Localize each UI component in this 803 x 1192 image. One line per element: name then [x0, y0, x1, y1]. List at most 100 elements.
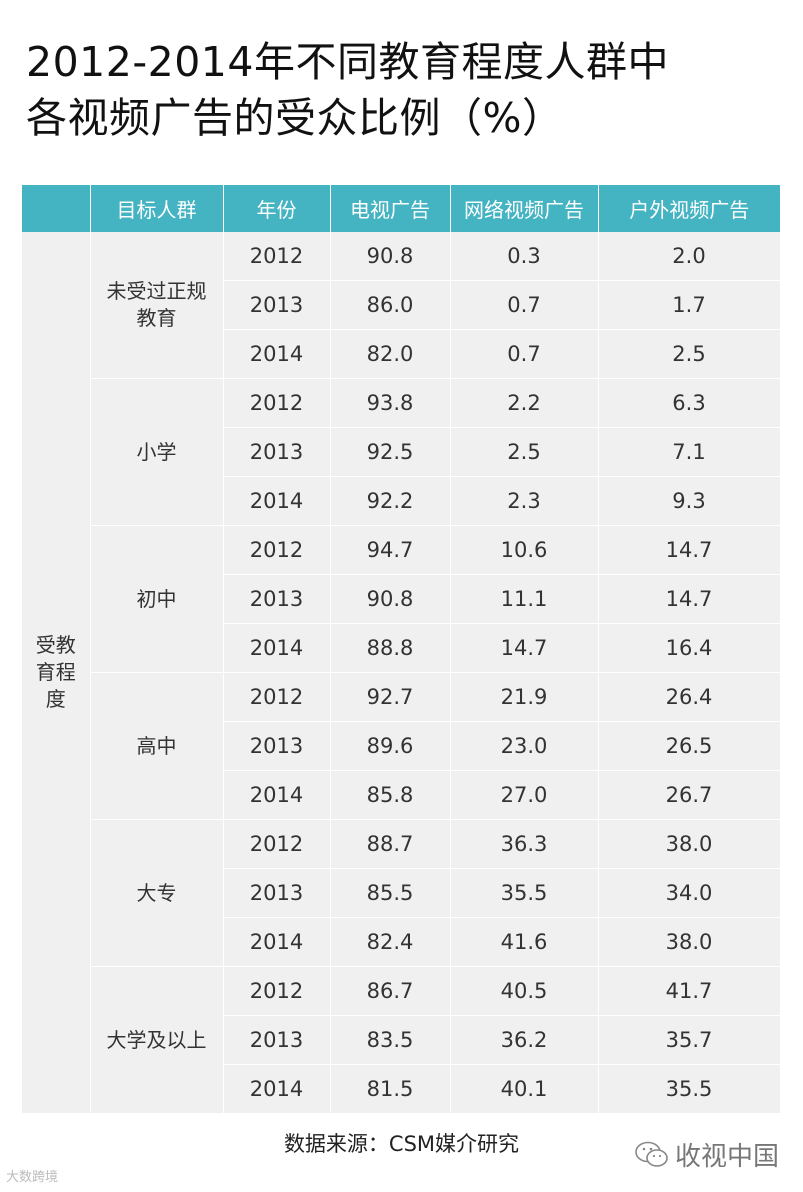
tv-ad-cell: 85.8: [330, 770, 451, 820]
outdoor-video-ad-cell: 26.4: [598, 672, 781, 722]
column-header: 户外视频广告: [598, 185, 780, 232]
column-header: 网络视频广告: [450, 185, 599, 232]
year-cell: 2012: [223, 819, 331, 869]
online-video-ad-cell: 2.5: [450, 427, 599, 477]
group-label: 大专: [136, 880, 177, 905]
table-row: 2013 83.5 36.2 35.7: [22, 1015, 781, 1065]
year-cell: 2013: [223, 574, 331, 624]
dimension-cell: 受教育程度: [22, 232, 91, 1114]
tv-ad-cell: 88.7: [330, 819, 451, 869]
group-cell: 小学: [90, 378, 224, 526]
table-row: 小学 2012 93.8 2.2 6.3: [22, 378, 781, 526]
online-video-ad-cell: 40.1: [450, 1064, 599, 1114]
online-video-ad-cell: 36.3: [450, 819, 599, 869]
group-label: 初中: [136, 586, 177, 611]
watermark-right-label: 收视中国: [674, 1142, 779, 1172]
online-video-ad-cell: 0.7: [450, 280, 599, 330]
table-row: 2014 82.0 0.7 2.5: [22, 329, 781, 379]
outdoor-video-ad-cell: 14.7: [598, 574, 781, 624]
table-row: 2013 89.6 23.0 26.5: [22, 721, 781, 771]
outdoor-video-ad-cell: 7.1: [598, 427, 781, 477]
year-cell: 2012: [223, 672, 331, 722]
column-header: [22, 185, 91, 232]
column-header: 电视广告: [330, 185, 451, 232]
tv-ad-cell: 86.0: [330, 280, 451, 330]
tv-ad-cell: 86.7: [330, 966, 451, 1016]
wechat-icon: [635, 1141, 668, 1167]
year-cell: 2012: [223, 525, 331, 575]
tv-ad-cell: 92.7: [330, 672, 451, 722]
title-line-1: 2012-2014年不同教育程度人群中: [26, 38, 669, 86]
table-header-row: 目标人群 年份 电视广告 网络视频广告 户外视频广告: [22, 185, 780, 232]
outdoor-video-ad-cell: 1.7: [598, 280, 781, 330]
table-row: 大专 2012 88.7 36.3 38.0: [22, 819, 781, 967]
data-table: 目标人群 年份 电视广告 网络视频广告 户外视频广告 受教育程度 未受过正规教育 2012 9…: [22, 185, 781, 1114]
title-line-2: 各视频广告的受众比例（%）: [26, 94, 564, 142]
year-cell: 2014: [223, 623, 331, 673]
table-row: 2014 88.8 14.7 16.4: [22, 623, 781, 673]
outdoor-video-ad-cell: 16.4: [598, 623, 781, 673]
group-cell: 初中: [90, 525, 224, 673]
group-cell: 大专: [90, 819, 224, 967]
group-cell: 大学及以上: [90, 966, 224, 1114]
year-cell: 2013: [223, 1015, 331, 1065]
watermark-left: 大数跨境: [6, 1166, 58, 1185]
online-video-ad-cell: 36.2: [450, 1015, 599, 1065]
table-body: 受教育程度 未受过正规教育 2012 90.8 0.3 2.0 2013 86.0 0.7 1.7…: [22, 232, 781, 1114]
outdoor-video-ad-cell: 35.5: [598, 1064, 781, 1114]
outdoor-video-ad-cell: 26.7: [598, 770, 781, 820]
table-row: 2013 90.8 11.1 14.7: [22, 574, 781, 624]
table-row: 2014 82.4 41.6 38.0: [22, 917, 781, 967]
year-cell: 2012: [223, 966, 331, 1016]
year-cell: 2012: [223, 232, 331, 281]
table-row: 2013 92.5 2.5 7.1: [22, 427, 781, 477]
outdoor-video-ad-cell: 41.7: [598, 966, 781, 1016]
online-video-ad-cell: 21.9: [450, 672, 599, 722]
tv-ad-cell: 81.5: [330, 1064, 451, 1114]
tv-ad-cell: 90.8: [330, 574, 451, 624]
outdoor-video-ad-cell: 14.7: [598, 525, 781, 575]
table-row: 2014 81.5 40.1 35.5: [22, 1064, 781, 1114]
column-header: 目标人群: [90, 185, 224, 232]
online-video-ad-cell: 2.2: [450, 378, 599, 428]
group-label: 未受过正规教育: [106, 279, 207, 330]
watermark-right: 收视中国: [635, 1136, 779, 1173]
online-video-ad-cell: 41.6: [450, 917, 599, 967]
table-row: 初中 2012 94.7 10.6 14.7: [22, 525, 781, 673]
tv-ad-cell: 82.0: [330, 329, 451, 379]
tv-ad-cell: 92.2: [330, 476, 451, 526]
outdoor-video-ad-cell: 9.3: [598, 476, 781, 526]
year-cell: 2013: [223, 868, 331, 918]
online-video-ad-cell: 10.6: [450, 525, 599, 575]
group-label: 小学: [136, 439, 177, 464]
dimension-label: 受教育程度: [35, 633, 76, 711]
table-row: 2013 85.5 35.5 34.0: [22, 868, 781, 918]
online-video-ad-cell: 2.3: [450, 476, 599, 526]
table-row: 受教育程度 未受过正规教育 2012 90.8 0.3 2.0: [22, 232, 781, 1114]
outdoor-video-ad-cell: 6.3: [598, 378, 781, 428]
outdoor-video-ad-cell: 38.0: [598, 917, 781, 967]
online-video-ad-cell: 11.1: [450, 574, 599, 624]
outdoor-video-ad-cell: 38.0: [598, 819, 781, 869]
outdoor-video-ad-cell: 34.0: [598, 868, 781, 918]
year-cell: 2014: [223, 329, 331, 379]
group-label: 大学及以上: [106, 1027, 207, 1052]
online-video-ad-cell: 0.7: [450, 329, 599, 379]
tv-ad-cell: 88.8: [330, 623, 451, 673]
year-cell: 2012: [223, 378, 331, 428]
year-cell: 2013: [223, 721, 331, 771]
watermark-left-label: 大数跨境: [6, 1170, 59, 1185]
year-cell: 2014: [223, 770, 331, 820]
outdoor-video-ad-cell: 2.0: [598, 232, 781, 281]
online-video-ad-cell: 40.5: [450, 966, 599, 1016]
table-row: 2014 92.2 2.3 9.3: [22, 476, 781, 526]
outdoor-video-ad-cell: 35.7: [598, 1015, 781, 1065]
group-label: 高中: [136, 733, 177, 758]
group-cell: 未受过正规教育: [90, 232, 224, 379]
column-header: 年份: [223, 185, 331, 232]
year-cell: 2013: [223, 427, 331, 477]
year-cell: 2013: [223, 280, 331, 330]
outdoor-video-ad-cell: 26.5: [598, 721, 781, 771]
table-row: 2014 85.8 27.0 26.7: [22, 770, 781, 820]
group-cell: 高中: [90, 672, 224, 820]
